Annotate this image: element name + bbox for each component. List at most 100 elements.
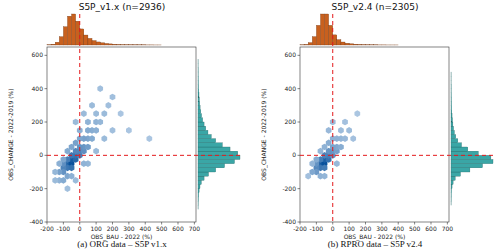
y-hist-bar [451, 168, 470, 172]
x-hist-bar [390, 44, 394, 45]
x-hist-bar [112, 44, 116, 46]
y-hist-bar [198, 60, 199, 64]
y-axis-label: OBS_CHANGE - 2022-2019 (%) [260, 88, 268, 180]
x-hist-bar [145, 44, 149, 45]
hexbin [52, 85, 152, 192]
y-hist-bar [198, 139, 216, 143]
x-hist-bar [370, 44, 374, 45]
y-hist-bar [198, 93, 200, 97]
x-hist-bar [182, 45, 186, 46]
x-hist-bar [419, 45, 423, 46]
hex-cell [101, 110, 107, 117]
y-hist-bar [198, 72, 199, 76]
hex-cell [110, 94, 116, 101]
hex-cell [309, 160, 315, 167]
y-hist-bar [451, 80, 452, 84]
hex-cell [338, 144, 344, 151]
y-hist-bar [198, 147, 230, 151]
y-tick-label: 0 [292, 151, 296, 158]
x-hist-bar [325, 14, 329, 45]
x-hist-bar [67, 16, 71, 45]
y-hist-bar [451, 60, 452, 64]
y-tick [298, 188, 301, 189]
x-hist-bar [345, 43, 349, 45]
y-hist-bar [451, 55, 452, 59]
x-hist-bar [312, 37, 316, 45]
y-tick [298, 55, 301, 56]
hex-cell [69, 165, 75, 172]
x-hist-bar [121, 44, 125, 45]
hex-cell [65, 185, 71, 192]
x-hist-bar [186, 45, 190, 46]
y-hist-bar [451, 93, 452, 97]
y-tick-label: 600 [285, 51, 297, 58]
y-hist-bar [451, 126, 454, 130]
hex-cell [89, 102, 95, 109]
x-tick-label: -100 [57, 225, 71, 232]
x-hist-bar [104, 43, 108, 45]
x-hist-bar [59, 37, 63, 45]
y-tick-label: 600 [32, 51, 44, 58]
x-hist-bar [84, 35, 88, 45]
hex-cell [338, 127, 344, 134]
hex-cell [93, 127, 99, 134]
hex-cell [118, 110, 124, 117]
hex-cell [106, 102, 112, 109]
hex-cell [73, 177, 79, 184]
y-hist-bar [198, 55, 199, 59]
x-hist-bar [411, 45, 415, 46]
hex-cell [354, 110, 360, 117]
x-hist-bar [406, 45, 410, 46]
y-hist-bar [451, 143, 462, 147]
x-hist-bar [47, 44, 51, 45]
hex-cell [322, 173, 328, 180]
x-hist-bar [398, 45, 402, 46]
hex-cell [110, 127, 116, 134]
y-tick [45, 122, 48, 123]
x-hist-bar [141, 44, 145, 45]
x-tick-label: 100 [90, 225, 102, 232]
hex-cell [346, 127, 352, 134]
x-tick-label: 0 [331, 225, 335, 232]
y-hist-bar [198, 64, 199, 68]
y-hist-bar [451, 68, 452, 72]
hex-cell [81, 110, 87, 117]
x-hist-bar [51, 44, 55, 46]
x-hist-bar [170, 45, 174, 46]
y-hist-bar [198, 168, 216, 172]
x-hist-bar [320, 14, 324, 45]
x-hist-bar [423, 45, 427, 46]
caption: (a) ORG data – S5P v1.x [77, 239, 167, 249]
y-histogram [451, 72, 493, 205]
x-hist-bar [349, 44, 353, 45]
ref-line-y [300, 155, 493, 156]
hex-cell [101, 135, 107, 142]
y-hist-bar [451, 164, 483, 168]
y-hist-bar [451, 160, 493, 164]
x-hist-bar [108, 44, 112, 45]
x-tick-label: 200 [360, 225, 372, 232]
y-hist-bar [198, 122, 204, 126]
x-hist-bar [361, 44, 365, 45]
y-tick [45, 155, 48, 156]
y-tick [45, 222, 48, 223]
hex-cell [56, 160, 62, 167]
x-tick-label: 100 [343, 225, 355, 232]
y-hist-bar [451, 122, 453, 126]
y-hist-bar [451, 89, 452, 93]
x-hist-bar [162, 45, 166, 46]
x-hist-bar [149, 44, 153, 45]
y-hist-bar [198, 76, 199, 80]
hex-cell [85, 144, 91, 151]
caption: (b) RPRO data – S5P v2.4 [328, 239, 423, 249]
x-tick-label: 300 [123, 225, 135, 232]
y-tick-label: -200 [282, 185, 296, 192]
y-hist-bar [451, 180, 453, 184]
hex-cell [89, 135, 95, 142]
y-hist-bar [451, 110, 453, 114]
x-tick-label: -200 [293, 225, 307, 232]
y-hist-bar [451, 64, 452, 68]
x-tick-label: 500 [409, 225, 421, 232]
y-hist-bar [451, 201, 452, 205]
y-hist-bar [451, 85, 452, 89]
